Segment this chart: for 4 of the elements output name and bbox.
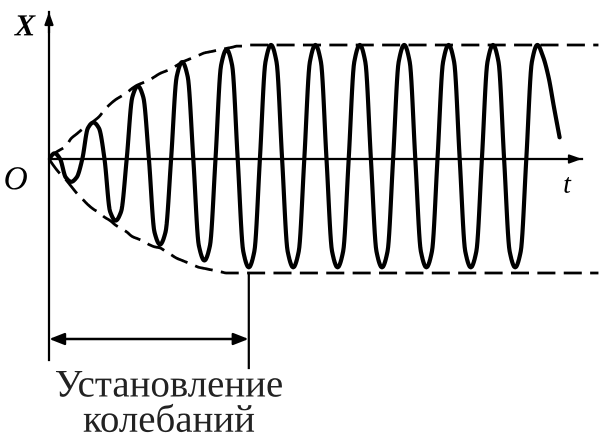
y-axis-title: X [14,15,36,36]
x-axis-title: t [564,177,572,193]
text: O [5,167,27,190]
text: Установление колебаний [56,370,282,432]
